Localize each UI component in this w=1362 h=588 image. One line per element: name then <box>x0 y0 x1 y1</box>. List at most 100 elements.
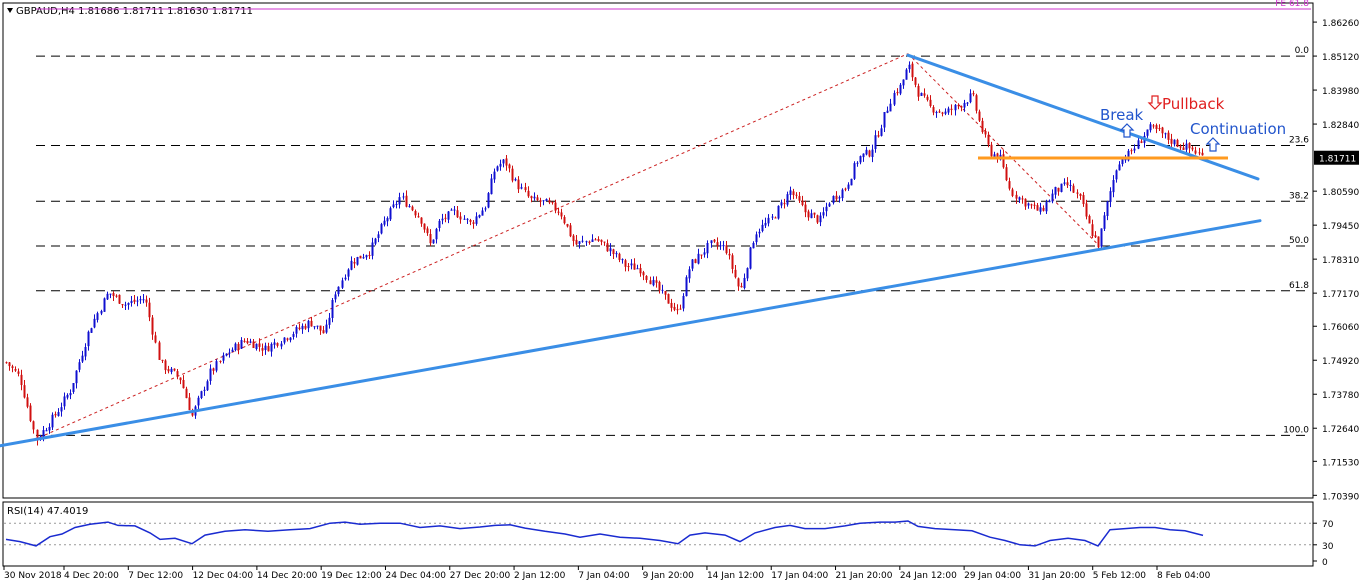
candle-body <box>215 361 218 371</box>
candle-body <box>8 362 11 367</box>
candle-body <box>377 234 380 239</box>
candle-body <box>1188 142 1191 149</box>
candle-body <box>295 327 298 334</box>
candle-body <box>755 234 758 243</box>
candle-body <box>206 381 209 391</box>
candle-body <box>417 216 420 218</box>
time-tick-label: 2 Jan 12:00 <box>514 571 566 581</box>
candle-body <box>1082 195 1085 205</box>
time-tick-label: 30 Nov 2018 <box>4 571 62 581</box>
candle-body <box>716 242 719 246</box>
candle-body <box>1015 194 1018 199</box>
fib-ray-line <box>33 53 909 441</box>
candle-body <box>795 194 798 196</box>
collapse-triangle-icon[interactable] <box>7 8 13 13</box>
candle-body <box>106 293 109 300</box>
rsi-title: RSI(14) 47.4019 <box>7 506 88 517</box>
candle-body <box>697 253 700 264</box>
candle-body <box>57 412 60 416</box>
candle-body <box>313 326 316 328</box>
fib-level-label: 100.0 <box>1283 425 1309 435</box>
candle-body <box>981 120 984 133</box>
fe-level-label: FE 61.8 <box>1275 0 1309 9</box>
candle-body <box>127 303 130 305</box>
candle-body <box>1146 129 1149 136</box>
candle-body <box>17 371 20 374</box>
candle-body <box>368 254 371 256</box>
candle-body <box>688 269 691 279</box>
candle-body <box>380 224 383 234</box>
candle-body <box>490 178 493 195</box>
candle-body <box>1173 139 1176 145</box>
candle-body <box>807 211 810 218</box>
candle-body <box>969 93 972 103</box>
time-tick-label: 9 Jan 20:00 <box>643 571 695 581</box>
falling-resistance-trendline <box>906 53 1260 181</box>
candle-body <box>222 355 225 361</box>
time-tick-label: 7 Dec 12:00 <box>128 571 183 581</box>
candle-body <box>743 277 746 288</box>
candle-body <box>154 335 157 343</box>
candle-body <box>185 388 188 399</box>
candle-body <box>1079 193 1082 196</box>
candle-body <box>636 268 639 270</box>
candle-body <box>1115 170 1118 180</box>
candle-body <box>1103 215 1106 229</box>
fibonacci-levels: 0.0 23.6 38.2 50.0 61.8 100.0 <box>36 46 1309 436</box>
candle-body <box>1112 180 1115 193</box>
candle-body <box>118 294 121 304</box>
candle-body <box>923 93 926 96</box>
candle-body <box>103 298 106 312</box>
candle-body <box>548 200 551 203</box>
candle-body <box>173 368 176 371</box>
candle-body <box>798 196 801 201</box>
candle-body <box>1036 205 1039 211</box>
rsi-tick-label: 30 <box>1322 542 1334 552</box>
candle-body <box>273 342 276 345</box>
candle-body <box>54 413 57 416</box>
candle-body <box>1024 198 1027 207</box>
candle-body <box>1011 189 1014 196</box>
candle-body <box>459 216 462 220</box>
candle-body <box>612 249 615 255</box>
candle-body <box>673 306 676 310</box>
candle-body <box>954 104 957 111</box>
candle-body <box>23 385 26 398</box>
candle-body <box>228 352 231 354</box>
fib-level-label: 23.6 <box>1289 136 1309 146</box>
candle-body <box>935 111 938 114</box>
candle-body <box>69 393 72 396</box>
candle-body <box>42 430 45 438</box>
candle-body <box>231 349 234 352</box>
candle-body <box>1069 184 1072 187</box>
candle-body <box>630 263 633 266</box>
candle-body <box>1100 228 1103 247</box>
candle-body <box>341 280 344 288</box>
candle-body <box>478 215 481 218</box>
candle-body <box>1066 182 1069 186</box>
candle-body <box>316 325 319 327</box>
candle-body <box>1185 143 1188 150</box>
candle-body <box>893 92 896 105</box>
arrow-up-icon <box>1205 137 1221 152</box>
candle-body <box>569 225 572 237</box>
time-tick-label: 21 Jan 20:00 <box>836 571 893 581</box>
candle-body <box>804 204 807 213</box>
candle-body <box>978 111 981 121</box>
price-tick-label: 1.86260 <box>1322 19 1359 29</box>
fibonacci-rays <box>33 53 1099 441</box>
time-tick-label: 14 Jan 12:00 <box>707 571 764 581</box>
price-tick-label: 1.71530 <box>1322 458 1359 468</box>
candle-body <box>990 144 993 157</box>
candle-body <box>874 135 877 150</box>
candle-body <box>246 341 249 344</box>
candle-body <box>664 290 667 295</box>
candle-body <box>286 338 289 340</box>
candle-body <box>588 241 591 243</box>
candle-body <box>600 239 603 242</box>
candle-body <box>658 281 661 291</box>
candle-body <box>914 77 917 85</box>
candle-body <box>1005 167 1008 181</box>
candle-body <box>938 111 941 113</box>
candle-body <box>255 343 258 349</box>
